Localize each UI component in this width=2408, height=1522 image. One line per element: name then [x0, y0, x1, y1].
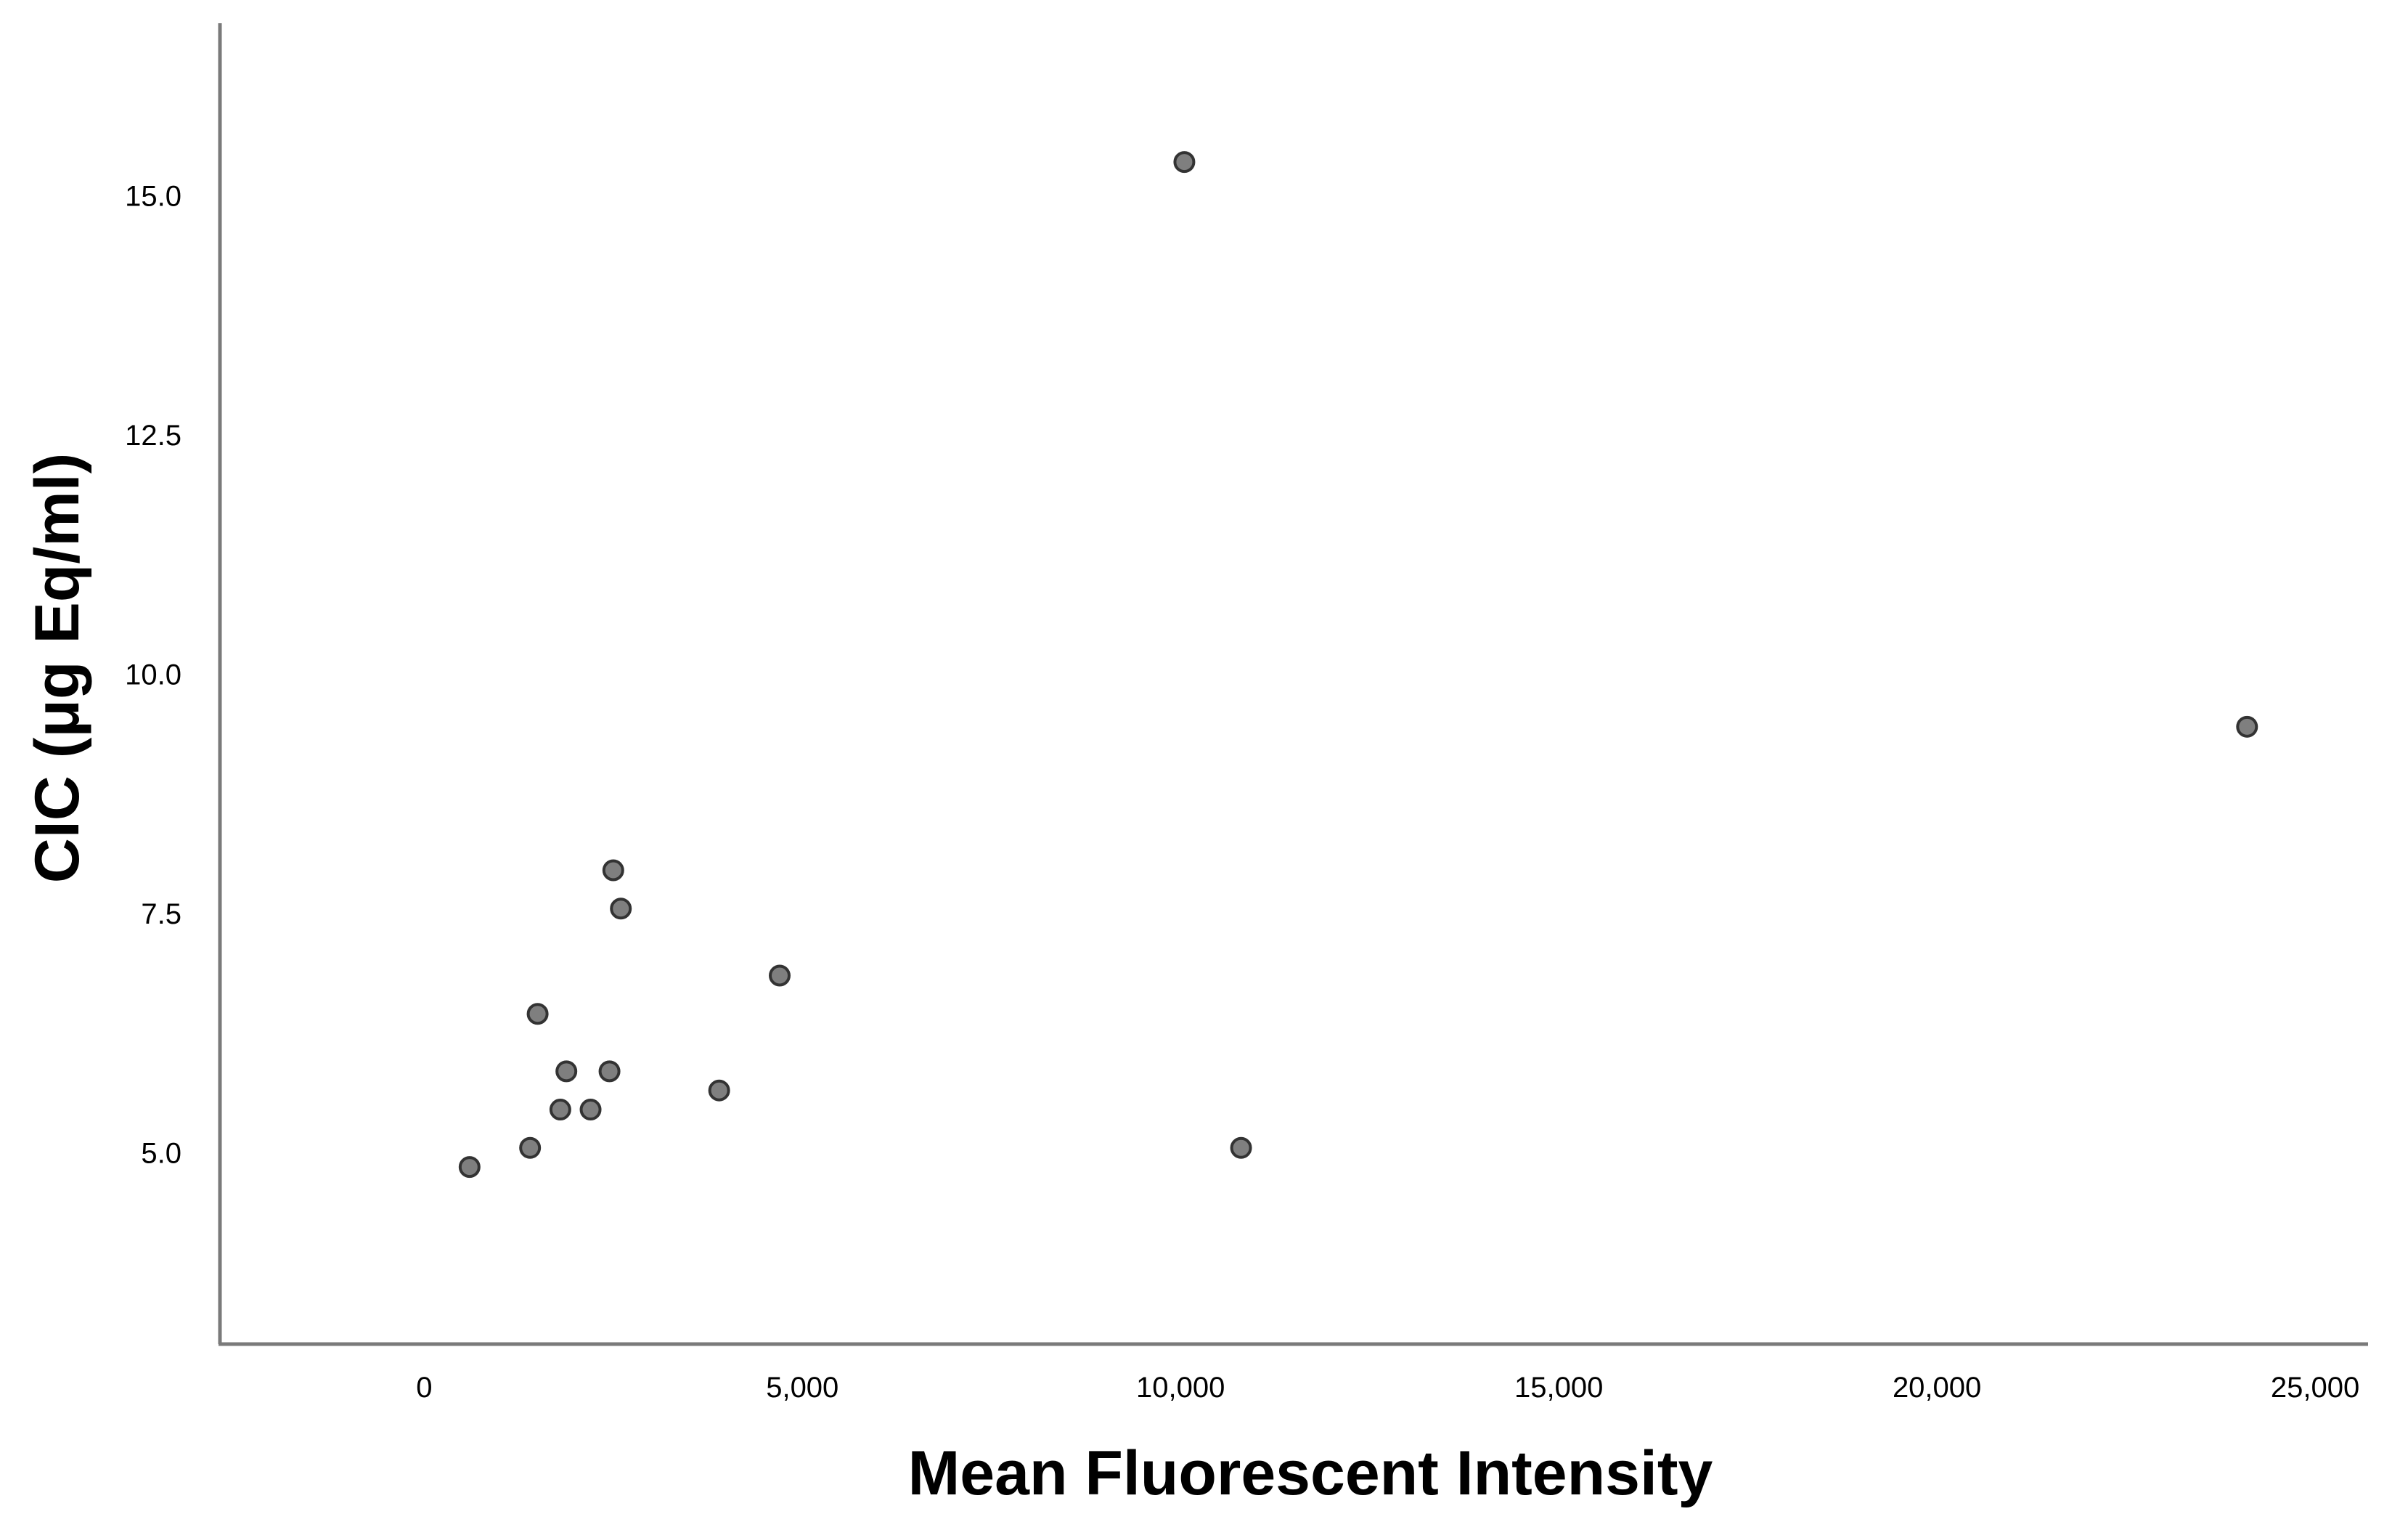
- scatter-point: [555, 1060, 578, 1083]
- y-tick-label: 5.0: [141, 1137, 181, 1169]
- scatter-point: [519, 1136, 542, 1159]
- y-tick-label: 12.5: [125, 420, 181, 452]
- y-axis-title: CIC (μg Eq/ml): [23, 453, 92, 883]
- scatter-point: [579, 1099, 602, 1121]
- y-tick-label: 15.0: [125, 180, 181, 212]
- scatter-point: [602, 859, 624, 882]
- scatter-point: [769, 964, 791, 987]
- x-tick-label: 10,000: [1136, 1372, 1225, 1404]
- x-tick-labels: 0 5,000 10,000 15,000 20,000 25,000: [416, 1372, 2359, 1404]
- x-tick-label: 0: [416, 1372, 432, 1404]
- y-tick-label: 7.5: [141, 898, 181, 930]
- x-tick-label: 25,000: [2271, 1372, 2359, 1404]
- scatter-point: [526, 1003, 549, 1025]
- x-tick-label: 20,000: [1893, 1372, 1981, 1404]
- scatter-point: [1173, 151, 1196, 174]
- scatter-point: [458, 1156, 481, 1179]
- scatter-point: [1230, 1136, 1252, 1159]
- y-tick-label: 10.0: [125, 659, 181, 691]
- x-tick-label: 5,000: [766, 1372, 838, 1404]
- scatter-point: [708, 1079, 730, 1102]
- scatter-point: [610, 898, 632, 920]
- data-points: [458, 151, 2258, 1179]
- x-axis-title: Mean Fluorescent Intensity: [908, 1438, 1713, 1508]
- scatter-point: [549, 1099, 571, 1121]
- x-tick-label: 15,000: [1514, 1372, 1603, 1404]
- y-tick-labels: 5.0 7.5 10.0 12.5 15.0: [125, 180, 181, 1169]
- scatter-point: [598, 1060, 621, 1083]
- scatter-point: [2236, 715, 2258, 738]
